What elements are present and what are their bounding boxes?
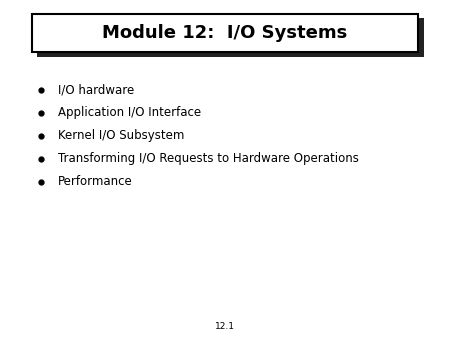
Text: Kernel I/O Subsystem: Kernel I/O Subsystem: [58, 129, 184, 142]
Text: Performance: Performance: [58, 175, 132, 188]
Text: 12.1: 12.1: [215, 321, 235, 331]
Text: I/O hardware: I/O hardware: [58, 83, 134, 96]
Text: Module 12:  I/O Systems: Module 12: I/O Systems: [103, 24, 347, 42]
Bar: [37, 18, 424, 57]
Text: Application I/O Interface: Application I/O Interface: [58, 106, 201, 119]
Text: Transforming I/O Requests to Hardware Operations: Transforming I/O Requests to Hardware Op…: [58, 152, 359, 165]
Bar: [32, 14, 419, 52]
